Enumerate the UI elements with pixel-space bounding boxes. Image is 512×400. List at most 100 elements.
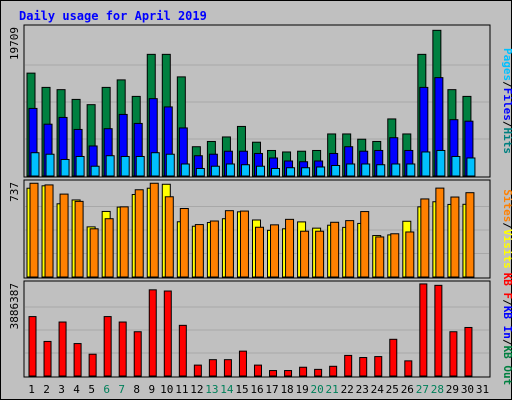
bar-kb-f-day-23 xyxy=(359,357,368,377)
bar-sites-day-17 xyxy=(270,224,280,278)
legend-entry: Files xyxy=(501,88,512,121)
day-label-27: 27 xyxy=(416,383,429,396)
bar-sites-day-9 xyxy=(149,182,159,278)
bar-pages-day-28 xyxy=(436,149,446,177)
bar-pages-day-27 xyxy=(421,151,431,177)
bar-sites-day-28 xyxy=(435,187,445,278)
bar-sites-day-13 xyxy=(209,220,219,278)
bar-kb-f-day-15 xyxy=(238,350,247,377)
bar-pages-day-20 xyxy=(316,166,326,177)
panel-legend: KB F/KB In/KB Out xyxy=(501,273,512,386)
bar-kb-f-day-11 xyxy=(178,324,187,377)
bar-sites-day-8 xyxy=(134,189,144,278)
day-label-18: 18 xyxy=(280,383,293,396)
bar-sites-day-29 xyxy=(450,196,460,278)
bar-kb-f-day-24 xyxy=(374,356,383,377)
bar-pages-day-15 xyxy=(240,164,250,177)
bar-sites-day-5 xyxy=(89,228,99,278)
bar-kb-f-day-16 xyxy=(253,364,262,377)
bar-kb-f-day-25 xyxy=(389,338,398,377)
legend-entry: Visits xyxy=(501,229,512,269)
bar-kb-f-day-21 xyxy=(329,365,338,377)
day-label-22: 22 xyxy=(341,383,354,396)
bar-sites-day-3 xyxy=(59,193,69,278)
bar-kb-f-day-1 xyxy=(28,316,37,377)
day-label-3: 3 xyxy=(58,383,65,396)
bar-kb-f-day-8 xyxy=(133,331,142,377)
bar-sites-day-30 xyxy=(465,192,475,278)
day-label-31: 31 xyxy=(476,383,489,396)
day-label-21: 21 xyxy=(326,383,339,396)
day-label-24: 24 xyxy=(371,383,385,396)
panel-frame xyxy=(23,280,491,378)
bar-pages-day-23 xyxy=(361,163,371,177)
legend-entry: / xyxy=(501,121,512,128)
bar-kb-f-day-4 xyxy=(73,343,82,377)
bar-pages-day-9 xyxy=(150,152,160,177)
legend-entry: / xyxy=(501,222,512,229)
day-label-13: 13 xyxy=(205,383,218,396)
bar-sites-day-23 xyxy=(360,211,370,278)
bar-pages-day-11 xyxy=(180,163,190,177)
bar-pages-day-13 xyxy=(210,165,220,177)
bar-sites-day-18 xyxy=(285,218,295,278)
bar-sites-day-26 xyxy=(405,231,415,278)
panel-max-label: 737 xyxy=(8,182,21,202)
bar-kb-f-day-27 xyxy=(419,283,428,377)
legend-entry: Sites xyxy=(501,189,512,222)
bar-kb-f-day-17 xyxy=(269,370,278,377)
day-label-29: 29 xyxy=(446,383,459,396)
bar-kb-f-day-26 xyxy=(404,360,413,377)
bar-pages-day-4 xyxy=(75,155,85,177)
bar-sites-day-27 xyxy=(420,198,430,278)
day-label-17: 17 xyxy=(265,383,278,396)
bar-sites-day-20 xyxy=(315,230,325,278)
day-label-8: 8 xyxy=(133,383,140,396)
bar-sites-day-15 xyxy=(239,210,249,278)
bar-pages-day-1 xyxy=(30,152,40,177)
panel-legend: Pages/Files/Hits xyxy=(501,48,512,154)
legend-entry: / xyxy=(501,339,512,346)
bar-kb-f-day-28 xyxy=(434,284,443,377)
day-label-19: 19 xyxy=(295,383,308,396)
bar-pages-day-22 xyxy=(346,163,356,177)
bar-kb-f-day-3 xyxy=(58,321,67,377)
bar-pages-day-6 xyxy=(105,155,115,177)
bar-sites-day-14 xyxy=(224,210,234,278)
bar-sites-day-24 xyxy=(375,236,385,278)
day-label-4: 4 xyxy=(73,383,80,396)
bar-kb-f-day-30 xyxy=(464,326,473,377)
day-label-10: 10 xyxy=(160,383,173,396)
day-label-28: 28 xyxy=(431,383,444,396)
bar-sites-day-4 xyxy=(74,200,84,278)
bar-pages-day-2 xyxy=(45,153,55,177)
bar-kb-f-day-22 xyxy=(344,354,353,377)
bar-pages-day-26 xyxy=(406,163,416,177)
bar-kb-f-day-29 xyxy=(449,331,458,377)
bar-sites-day-6 xyxy=(104,218,114,278)
bar-pages-day-18 xyxy=(286,167,296,177)
bar-pages-day-30 xyxy=(466,157,476,177)
bar-kb-f-day-14 xyxy=(223,359,232,377)
bar-kb-f-day-19 xyxy=(299,366,308,377)
bar-kb-f-day-6 xyxy=(103,316,112,377)
bar-kb-f-day-20 xyxy=(314,368,323,377)
day-label-2: 2 xyxy=(43,383,50,396)
bar-kb-f-day-10 xyxy=(163,290,172,377)
bar-sites-day-7 xyxy=(119,206,129,278)
bar-pages-day-17 xyxy=(271,167,281,177)
bar-sites-day-19 xyxy=(300,230,310,278)
bar-sites-day-12 xyxy=(194,224,204,278)
bar-pages-day-10 xyxy=(165,153,175,177)
legend-entry: Hits xyxy=(501,128,512,155)
day-labels-group: 1 2 3 4 5 6 7 8 9 10 11 12 13 14 15 16 17 18 19 20 21 22 23 24 2… xyxy=(28,383,489,396)
bar-sites-day-22 xyxy=(345,220,355,278)
bar-sites-day-25 xyxy=(390,233,400,278)
legend-entry: / xyxy=(501,81,512,88)
bar-sites-day-10 xyxy=(164,196,174,278)
bar-kb-f-day-9 xyxy=(148,289,157,377)
day-label-14: 14 xyxy=(220,383,234,396)
